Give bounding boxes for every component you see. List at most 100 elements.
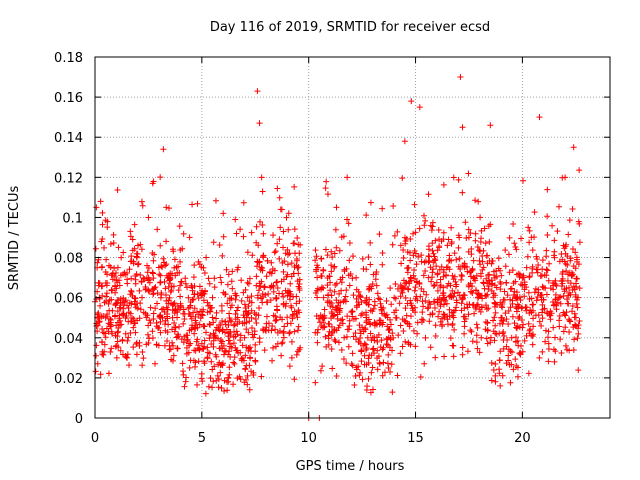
data-point (515, 315, 522, 322)
data-point (130, 258, 137, 265)
data-point (133, 351, 140, 358)
data-point (165, 321, 172, 328)
data-point (195, 258, 202, 265)
data-point (441, 314, 448, 321)
data-point (322, 246, 329, 253)
data-point (120, 249, 127, 256)
data-point (157, 279, 164, 286)
data-point (429, 219, 436, 226)
data-point (233, 307, 240, 314)
data-point (513, 289, 520, 296)
data-point (369, 386, 376, 393)
y-axis-label: SRMTID / TECUs (7, 186, 22, 291)
data-point (150, 316, 157, 323)
data-point (288, 260, 295, 267)
data-point (566, 217, 573, 224)
data-point (131, 320, 138, 327)
data-point (570, 144, 577, 151)
data-point (93, 320, 100, 327)
data-point (547, 312, 554, 319)
data-point (96, 318, 103, 325)
data-point (328, 346, 335, 353)
data-point (245, 280, 252, 287)
data-point (231, 321, 238, 328)
data-point (465, 170, 472, 177)
data-point (352, 329, 359, 336)
data-point (539, 348, 546, 355)
data-point (389, 241, 396, 248)
data-point (506, 234, 513, 241)
data-point (376, 296, 383, 303)
data-point (345, 272, 352, 279)
data-point (196, 347, 203, 354)
data-point (488, 377, 495, 384)
data-point (211, 275, 218, 282)
y-tick-label: 0.14 (54, 131, 83, 146)
data-point (472, 197, 479, 204)
data-point (137, 300, 144, 307)
data-point (246, 318, 253, 325)
data-point (440, 181, 447, 188)
data-point (323, 178, 330, 185)
data-point (516, 274, 523, 281)
data-point (321, 306, 328, 313)
data-point (238, 357, 245, 364)
data-point (532, 285, 539, 292)
data-point (258, 373, 265, 380)
data-point (170, 352, 177, 359)
data-point (158, 291, 165, 298)
data-point (411, 266, 418, 273)
data-point (350, 292, 357, 299)
data-point (558, 251, 565, 258)
data-point (333, 372, 340, 379)
data-point (492, 292, 499, 299)
data-point (495, 265, 502, 272)
data-point (319, 363, 326, 370)
data-point (322, 185, 329, 192)
data-point (542, 327, 549, 334)
data-point (416, 104, 423, 111)
data-point (279, 259, 286, 266)
data-point (133, 254, 140, 261)
data-point (229, 268, 236, 275)
data-point (253, 320, 260, 327)
data-point (441, 353, 448, 360)
data-point (438, 238, 445, 245)
data-point (207, 308, 214, 315)
data-point (201, 358, 208, 365)
data-point (243, 309, 250, 316)
data-point (376, 317, 383, 324)
data-point (414, 319, 421, 326)
data-point (472, 305, 479, 312)
data-point (247, 355, 254, 362)
data-point (525, 224, 532, 231)
data-point (174, 309, 181, 316)
data-point (452, 283, 459, 290)
data-point (383, 298, 390, 305)
data-point (243, 344, 250, 351)
data-point (456, 255, 463, 262)
data-point (363, 212, 370, 219)
data-point (576, 285, 583, 292)
data-point (476, 247, 483, 254)
data-point (174, 314, 181, 321)
data-point (221, 377, 228, 384)
data-point (407, 274, 414, 281)
data-point (286, 288, 293, 295)
data-point (472, 237, 479, 244)
data-point (261, 284, 268, 291)
data-point (237, 332, 244, 339)
data-point (576, 220, 583, 227)
data-point (197, 308, 204, 315)
data-point (479, 295, 486, 302)
data-point (468, 245, 475, 252)
data-point (434, 299, 441, 306)
data-point (399, 343, 406, 350)
data-point (152, 305, 159, 312)
data-point (469, 302, 476, 309)
data-point (284, 246, 291, 253)
data-point (514, 294, 521, 301)
data-point (157, 312, 164, 319)
data-point (444, 313, 451, 320)
